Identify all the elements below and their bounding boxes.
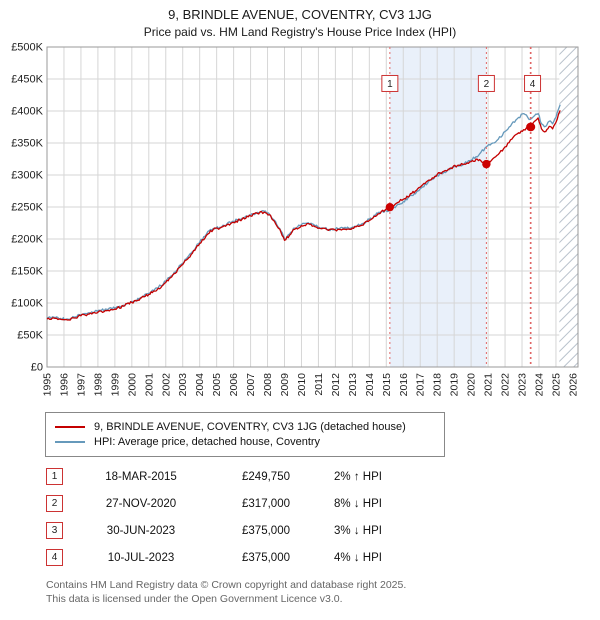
transaction-number-badge: 1 bbox=[46, 468, 63, 485]
price-history-chart: 1 2 4 £0 £50K £100K £150K £200K £250K £300K £350K £… bbox=[11, 42, 579, 397]
transaction-number-badge: 4 bbox=[46, 549, 63, 566]
svg-text:2019: 2019 bbox=[449, 373, 461, 397]
svg-text:1: 1 bbox=[387, 79, 393, 90]
svg-text:2024: 2024 bbox=[533, 373, 545, 397]
svg-text:£300K: £300K bbox=[11, 170, 43, 182]
svg-text:4: 4 bbox=[530, 79, 536, 90]
svg-text:£0: £0 bbox=[31, 362, 43, 374]
svg-text:2004: 2004 bbox=[194, 373, 206, 397]
transaction-date: 27-NOV-2020 bbox=[105, 497, 177, 510]
svg-text:2013: 2013 bbox=[347, 373, 359, 397]
footer-line-2: This data is licensed under the Open Gov… bbox=[46, 592, 343, 605]
transactions-table: 1 18-MAR-2015 £249,750 2% ↑ HPI 2 27-NOV… bbox=[46, 468, 600, 566]
svg-text:2016: 2016 bbox=[398, 373, 410, 397]
svg-text:£450K: £450K bbox=[11, 74, 43, 86]
svg-text:2023: 2023 bbox=[517, 373, 529, 397]
chart-legend: 9, BRINDLE AVENUE, COVENTRY, CV3 1JG (de… bbox=[45, 412, 445, 457]
svg-text:2006: 2006 bbox=[228, 373, 240, 397]
legend-label-property: 9, BRINDLE AVENUE, COVENTRY, CV3 1JG (de… bbox=[94, 421, 406, 433]
svg-text:£250K: £250K bbox=[11, 202, 43, 214]
svg-text:2007: 2007 bbox=[245, 373, 257, 397]
svg-text:2018: 2018 bbox=[432, 373, 444, 397]
svg-text:2000: 2000 bbox=[126, 373, 138, 397]
svg-text:2012: 2012 bbox=[330, 373, 342, 397]
legend-swatch-property-line bbox=[55, 426, 85, 428]
transaction-number-badge: 3 bbox=[46, 522, 63, 539]
svg-text:2014: 2014 bbox=[364, 373, 376, 397]
page-title: 9, BRINDLE AVENUE, COVENTRY, CV3 1JG bbox=[168, 7, 432, 22]
transaction-price: £317,000 bbox=[242, 497, 290, 510]
transaction-hpi-delta: 2% ↑ HPI bbox=[334, 470, 382, 483]
transaction-hpi-delta: 3% ↓ HPI bbox=[334, 524, 382, 537]
svg-text:£350K: £350K bbox=[11, 138, 43, 150]
page-subtitle: Price paid vs. HM Land Registry's House … bbox=[143, 25, 457, 39]
svg-text:2026: 2026 bbox=[567, 373, 579, 397]
transaction-date: 30-JUN-2023 bbox=[106, 524, 176, 537]
svg-text:2001: 2001 bbox=[143, 373, 155, 397]
transaction-date: 18-MAR-2015 bbox=[105, 470, 177, 483]
footer-line-1: Contains HM Land Registry data © Crown c… bbox=[46, 579, 407, 591]
svg-text:2022: 2022 bbox=[500, 373, 512, 397]
svg-text:1995: 1995 bbox=[42, 373, 54, 397]
transaction-number-badge: 2 bbox=[46, 495, 63, 512]
svg-text:1996: 1996 bbox=[58, 373, 70, 397]
svg-text:2003: 2003 bbox=[177, 373, 189, 397]
chart-plot-area: 1 2 4 £0 £50K £100K £150K £200K £250K £300K £350K £… bbox=[11, 42, 579, 397]
svg-text:2008: 2008 bbox=[262, 373, 274, 397]
svg-text:2009: 2009 bbox=[279, 373, 291, 397]
svg-text:£400K: £400K bbox=[11, 106, 43, 118]
svg-text:£100K: £100K bbox=[11, 298, 43, 310]
svg-text:2020: 2020 bbox=[466, 373, 478, 397]
legend-swatch-hpi-line bbox=[55, 441, 85, 443]
table-row: 1 18-MAR-2015 £249,750 2% ↑ HPI bbox=[46, 468, 600, 485]
legend-item-property: 9, BRINDLE AVENUE, COVENTRY, CV3 1JG (de… bbox=[55, 421, 435, 433]
svg-text:2015: 2015 bbox=[381, 373, 393, 397]
table-row: 2 27-NOV-2020 £317,000 8% ↓ HPI bbox=[46, 495, 600, 512]
transaction-date: 10-JUL-2023 bbox=[107, 551, 175, 564]
svg-text:2: 2 bbox=[484, 79, 490, 90]
transaction-price: £375,000 bbox=[242, 524, 290, 537]
svg-text:1999: 1999 bbox=[109, 373, 121, 397]
svg-text:2010: 2010 bbox=[296, 373, 308, 397]
svg-text:£150K: £150K bbox=[11, 266, 43, 278]
transaction-price: £249,750 bbox=[242, 470, 290, 483]
transaction-hpi-delta: 8% ↓ HPI bbox=[334, 497, 382, 510]
svg-text:£50K: £50K bbox=[17, 330, 43, 342]
svg-text:2005: 2005 bbox=[211, 373, 223, 397]
legend-item-hpi: HPI: Average price, detached house, Cove… bbox=[55, 436, 435, 448]
transaction-hpi-delta: 4% ↓ HPI bbox=[334, 551, 382, 564]
svg-text:2011: 2011 bbox=[313, 373, 325, 396]
svg-text:1997: 1997 bbox=[75, 373, 87, 397]
svg-text:£200K: £200K bbox=[11, 234, 43, 246]
table-row: 4 10-JUL-2023 £375,000 4% ↓ HPI bbox=[46, 549, 600, 566]
transaction-price: £375,000 bbox=[242, 551, 290, 564]
svg-text:2017: 2017 bbox=[415, 373, 427, 397]
legend-label-hpi: HPI: Average price, detached house, Cove… bbox=[94, 436, 321, 448]
license-footer: Contains HM Land Registry data © Crown c… bbox=[46, 579, 600, 606]
svg-text:£500K: £500K bbox=[11, 42, 43, 54]
svg-text:2021: 2021 bbox=[483, 373, 495, 397]
svg-text:2002: 2002 bbox=[160, 373, 172, 397]
svg-text:1998: 1998 bbox=[92, 373, 104, 397]
table-row: 3 30-JUN-2023 £375,000 3% ↓ HPI bbox=[46, 522, 600, 539]
svg-text:2025: 2025 bbox=[550, 373, 562, 397]
